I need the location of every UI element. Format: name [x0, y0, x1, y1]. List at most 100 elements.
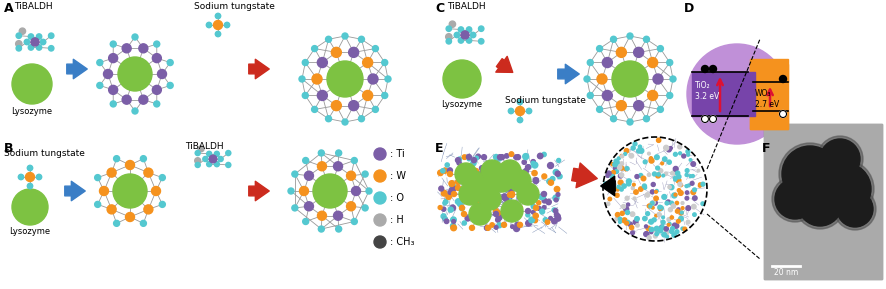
Circle shape — [509, 192, 514, 197]
Circle shape — [668, 208, 672, 212]
Circle shape — [335, 226, 341, 232]
Circle shape — [12, 64, 52, 104]
Circle shape — [473, 168, 478, 173]
Circle shape — [36, 174, 42, 180]
Circle shape — [678, 152, 680, 155]
Circle shape — [501, 200, 523, 222]
Circle shape — [325, 116, 331, 122]
Circle shape — [466, 38, 471, 43]
FancyArrowPatch shape — [571, 163, 596, 188]
Circle shape — [658, 169, 662, 173]
Circle shape — [610, 163, 613, 166]
Circle shape — [700, 202, 703, 205]
Circle shape — [642, 216, 646, 221]
Circle shape — [505, 168, 510, 173]
FancyArrowPatch shape — [600, 176, 615, 196]
Circle shape — [451, 192, 456, 197]
Circle shape — [485, 198, 490, 203]
Circle shape — [474, 156, 478, 160]
Circle shape — [618, 221, 620, 223]
Circle shape — [140, 156, 146, 162]
Circle shape — [517, 222, 522, 227]
Circle shape — [623, 153, 626, 155]
Circle shape — [495, 210, 500, 215]
Circle shape — [510, 225, 514, 228]
Circle shape — [641, 176, 645, 181]
Circle shape — [16, 33, 21, 38]
Circle shape — [122, 44, 131, 53]
Circle shape — [525, 213, 529, 217]
Circle shape — [206, 22, 212, 28]
Circle shape — [471, 185, 476, 190]
Circle shape — [437, 170, 443, 176]
Circle shape — [27, 165, 33, 171]
Circle shape — [604, 185, 609, 189]
Circle shape — [647, 152, 649, 155]
Circle shape — [669, 76, 675, 82]
Circle shape — [547, 162, 553, 168]
Circle shape — [642, 160, 646, 164]
Circle shape — [494, 226, 497, 229]
Circle shape — [327, 61, 362, 97]
Circle shape — [346, 171, 355, 180]
Circle shape — [528, 217, 534, 223]
Circle shape — [618, 174, 622, 178]
Circle shape — [467, 157, 470, 161]
Circle shape — [479, 193, 484, 198]
Circle shape — [495, 183, 500, 188]
Circle shape — [647, 204, 650, 208]
Circle shape — [317, 90, 327, 101]
Circle shape — [485, 225, 490, 230]
Circle shape — [317, 162, 326, 171]
Circle shape — [381, 60, 387, 66]
Circle shape — [226, 162, 230, 168]
Circle shape — [361, 171, 368, 177]
Circle shape — [631, 187, 633, 190]
Circle shape — [440, 190, 447, 196]
Circle shape — [583, 76, 589, 82]
Circle shape — [674, 209, 679, 213]
Circle shape — [623, 207, 628, 212]
Circle shape — [446, 194, 451, 199]
Circle shape — [195, 162, 200, 168]
Circle shape — [614, 160, 618, 165]
Circle shape — [647, 236, 650, 240]
Circle shape — [633, 47, 643, 58]
Circle shape — [555, 171, 560, 176]
Circle shape — [551, 208, 556, 212]
Circle shape — [687, 184, 689, 187]
Circle shape — [664, 172, 667, 175]
Circle shape — [442, 201, 446, 205]
Circle shape — [209, 155, 216, 163]
Circle shape — [481, 182, 486, 187]
Circle shape — [605, 174, 609, 177]
Circle shape — [311, 106, 317, 112]
Circle shape — [333, 162, 342, 171]
Circle shape — [477, 178, 499, 200]
Circle shape — [489, 223, 494, 227]
Circle shape — [661, 216, 664, 219]
Text: WO₃
2.7 eV: WO₃ 2.7 eV — [754, 89, 779, 109]
FancyArrowPatch shape — [65, 181, 85, 201]
Circle shape — [532, 179, 538, 184]
Circle shape — [342, 119, 347, 125]
Circle shape — [659, 225, 664, 230]
Circle shape — [495, 218, 500, 222]
Circle shape — [628, 153, 633, 158]
Circle shape — [448, 181, 455, 186]
Circle shape — [214, 162, 219, 167]
Circle shape — [449, 183, 455, 188]
Circle shape — [687, 44, 786, 144]
Circle shape — [666, 218, 670, 221]
Circle shape — [478, 188, 501, 210]
Ellipse shape — [781, 146, 837, 202]
Circle shape — [470, 32, 475, 38]
Text: : Ti: : Ti — [390, 149, 404, 159]
Circle shape — [621, 218, 626, 223]
Circle shape — [451, 220, 455, 223]
Circle shape — [674, 201, 678, 205]
Circle shape — [107, 205, 116, 214]
Circle shape — [462, 155, 466, 160]
Circle shape — [672, 171, 676, 175]
Circle shape — [509, 170, 531, 192]
